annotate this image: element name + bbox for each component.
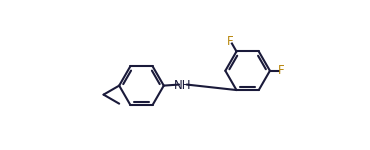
Text: NH: NH — [174, 79, 192, 92]
Text: F: F — [227, 35, 234, 48]
Text: F: F — [278, 64, 285, 77]
